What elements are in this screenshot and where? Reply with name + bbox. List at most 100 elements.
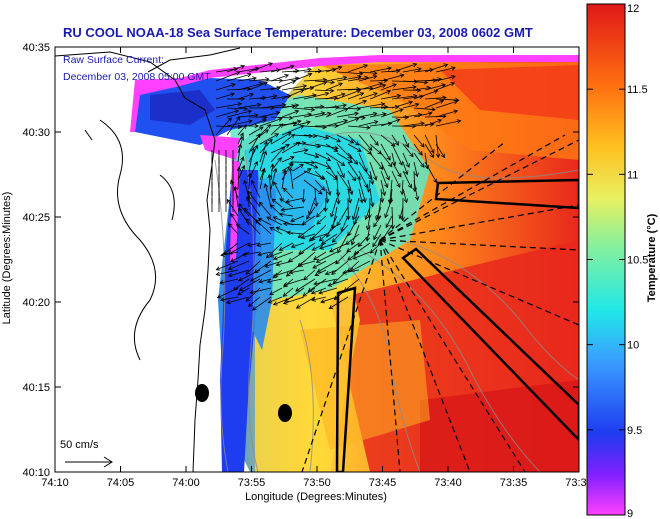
current-vector: [347, 251, 360, 261]
current-vector: [248, 173, 251, 190]
current-vector-head: [256, 242, 262, 248]
current-vector-head: [353, 160, 359, 165]
current-vector: [347, 92, 364, 100]
current-vector: [246, 197, 261, 217]
current-vector-head: [227, 117, 232, 122]
current-vector: [380, 95, 401, 100]
current-vector-head: [254, 113, 259, 118]
current-vector-head: [278, 123, 284, 128]
current-vector: [311, 287, 327, 294]
x-tick-label: 73:45: [369, 477, 397, 489]
current-vector-head: [227, 266, 233, 271]
current-vector: [228, 223, 239, 235]
current-vector: [257, 242, 272, 247]
current-vector: [435, 75, 456, 82]
current-vector: [292, 134, 313, 137]
current-vector-head: [340, 92, 346, 97]
current-vector: [273, 296, 294, 305]
current-vector: [237, 82, 263, 91]
current-vector-head: [264, 263, 270, 268]
current-vector-head: [372, 111, 378, 117]
current-vector-head: [256, 102, 262, 108]
current-vector-head: [251, 179, 256, 185]
current-vector-head: [404, 143, 410, 148]
current-vector: [325, 143, 338, 152]
current-vector-head: [340, 173, 345, 179]
current-vector: [314, 269, 327, 276]
current-vector: [325, 179, 331, 196]
current-vector-head: [290, 243, 296, 249]
current-vector-head: [372, 242, 377, 248]
current-vector: [281, 89, 304, 100]
current-vector: [292, 149, 308, 154]
current-vector-head: [226, 198, 232, 204]
current-vector-head: [272, 216, 278, 221]
x-tick-label: 74:00: [172, 477, 200, 489]
current-vector: [402, 143, 414, 158]
current-vector: [347, 77, 369, 82]
current-vector: [367, 215, 371, 230]
current-vector: [270, 65, 295, 73]
current-vector: [283, 296, 305, 304]
current-vector-head: [336, 138, 342, 143]
current-vector: [237, 132, 244, 145]
current-vector: [313, 251, 327, 260]
current-vector-head: [300, 234, 306, 240]
current-vector-head: [281, 102, 287, 108]
current-vector-head: [453, 109, 459, 114]
current-vector-head: [380, 102, 386, 107]
current-vector-head: [331, 67, 337, 73]
current-vector: [314, 170, 325, 180]
current-vector-head: [349, 139, 355, 144]
x-tick-label: 73:50: [303, 477, 331, 489]
current-vector: [248, 129, 269, 145]
current-vector: [281, 85, 307, 91]
current-vector: [248, 296, 261, 307]
current-vector-head: [226, 299, 231, 305]
current-vector-head: [310, 160, 316, 165]
current-vector-head: [359, 92, 365, 97]
colorbar-tick-label: 12: [627, 3, 639, 15]
current-vector: [325, 104, 347, 109]
current-vector-head: [227, 272, 233, 278]
current-vector-head: [312, 264, 318, 269]
current-vector-head: [320, 299, 325, 304]
current-vector-head: [397, 172, 402, 178]
current-vector-head: [374, 141, 379, 146]
current-vector: [372, 233, 382, 247]
current-vector: [358, 161, 373, 180]
current-vector-head: [450, 82, 456, 87]
x-axis-label: Longitude (Degrees:Minutes): [245, 491, 387, 503]
current-vector-head: [263, 183, 269, 188]
current-vector-head: [335, 192, 341, 197]
current-vector-head: [269, 227, 275, 232]
current-vector-head: [286, 94, 292, 99]
current-vector-head: [275, 110, 281, 116]
current-vector: [336, 134, 354, 144]
current-vector: [314, 179, 325, 191]
current-vector-head: [286, 132, 292, 137]
current-vector: [332, 206, 338, 229]
current-vector-head: [405, 163, 410, 168]
current-vector-head: [347, 256, 352, 261]
current-vector-head: [268, 138, 273, 144]
current-vector-head: [245, 297, 251, 302]
current-vector: [292, 161, 315, 164]
current-vector: [351, 224, 360, 245]
current-vector: [380, 74, 404, 82]
current-vector: [281, 156, 295, 163]
current-vector-head: [313, 281, 319, 286]
current-vector-head: [362, 198, 367, 203]
current-vector: [298, 242, 316, 255]
current-vector-head: [320, 186, 326, 191]
current-vector: [228, 242, 250, 255]
bathymetry-contours: [214, 131, 579, 472]
current-vector: [402, 103, 419, 109]
current-vector: [274, 269, 294, 277]
current-vector: [269, 174, 272, 199]
current-vector-head: [440, 153, 445, 159]
current-vector-head: [348, 190, 354, 196]
current-vector-head: [352, 255, 358, 260]
current-vector-head: [356, 106, 362, 112]
current-vector: [391, 63, 417, 73]
